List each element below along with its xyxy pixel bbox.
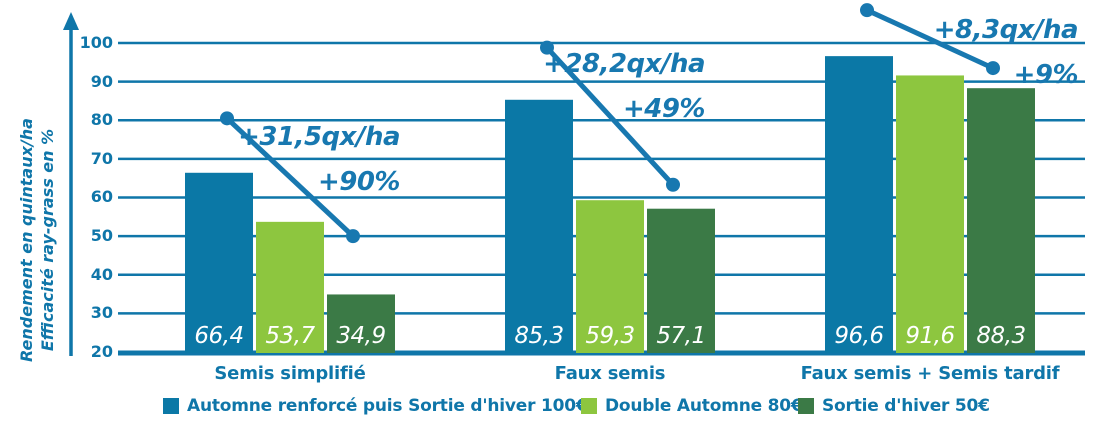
bar-2-1	[647, 208, 715, 353]
bar-0-1	[505, 99, 573, 353]
trend-dot-end-0	[346, 229, 360, 244]
bar-1-1	[576, 200, 644, 353]
trend-dot-end-1	[666, 177, 680, 192]
bar-0-2	[825, 56, 893, 353]
bar-0-0	[185, 172, 253, 353]
y-axis-arrowhead-icon	[63, 12, 79, 30]
trend-line-0	[225, 116, 355, 238]
trend-dot-end-2	[986, 61, 1000, 76]
bar-1-0	[256, 221, 324, 353]
bar-1-2	[896, 75, 964, 353]
bar-2-2	[967, 88, 1035, 353]
trend-dot-start-1	[540, 40, 554, 55]
trend-line-1	[545, 45, 675, 187]
trend-line-2	[865, 7, 995, 71]
bar-2-0	[327, 294, 395, 353]
trend-dot-start-0	[220, 111, 234, 126]
trend-dot-start-2	[860, 3, 874, 18]
